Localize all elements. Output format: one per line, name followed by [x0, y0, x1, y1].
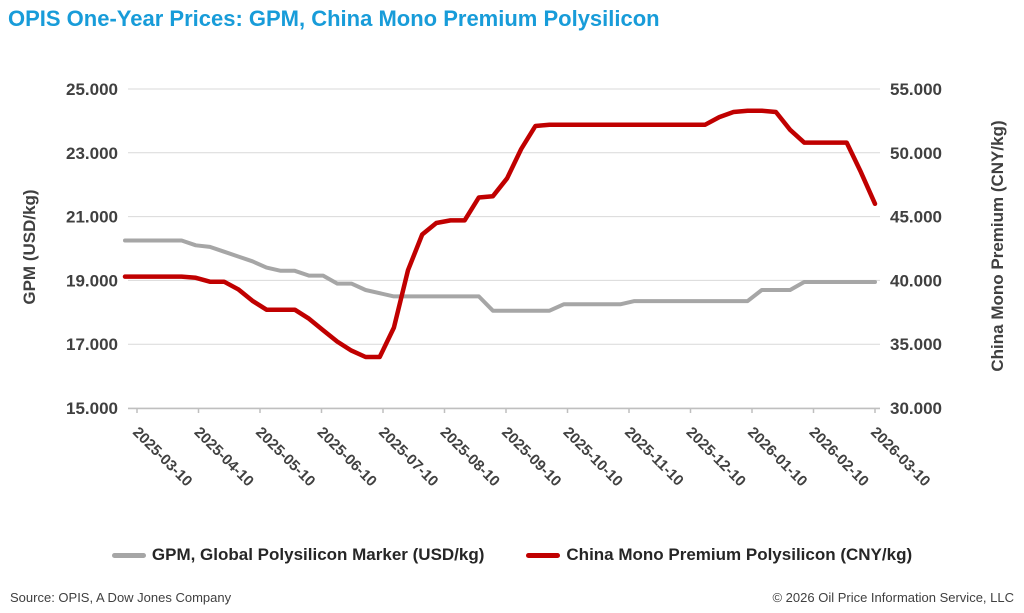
x-tick-label: 2025-05-10 [252, 424, 318, 490]
x-tick-label: 2025-06-10 [314, 424, 380, 490]
chart-title: OPIS One-Year Prices: GPM, China Mono Pr… [8, 6, 660, 31]
legend-label-gpm: GPM, Global Polysilicon Marker (USD/kg) [151, 545, 485, 564]
x-tick-label: 2025-12-10 [683, 424, 749, 490]
y-left-tick-label: 17.000 [66, 335, 118, 354]
y-right-tick-label: 35.000 [890, 335, 942, 354]
legend-label-china-mono: China Mono Premium Polysilicon (CNY/kg) [566, 545, 913, 564]
x-tick-label: 2025-08-10 [437, 424, 503, 490]
source-attribution: Source: OPIS, A Dow Jones Company [10, 590, 232, 605]
y-left-tick-label: 25.000 [66, 80, 118, 99]
gpm-line-swatch-icon [111, 552, 146, 558]
legend-item-gpm: GPM, Global Polysilicon Marker (USD/kg) [111, 545, 485, 565]
y-right-tick-label: 40.000 [890, 271, 942, 290]
x-tick-label: 2025-03-10 [129, 424, 195, 490]
y-right-tick-label: 45.000 [890, 208, 942, 227]
series-line [122, 108, 878, 360]
x-tick-label: 2026-01-10 [744, 424, 810, 490]
x-tick-label: 2025-11-10 [621, 424, 687, 490]
copyright-notice: © 2026 Oil Price Information Service, LL… [772, 590, 1014, 605]
x-tick-label: 2025-07-10 [375, 424, 441, 490]
y-left-tick-label: 19.000 [66, 271, 118, 290]
legend-item-china-mono: China Mono Premium Polysilicon (CNY/kg) [526, 545, 912, 565]
chart-footer: Source: OPIS, A Dow Jones Company © 2026… [0, 590, 1024, 605]
china-mono-line-swatch-icon [526, 552, 561, 558]
x-tick-label: 2025-09-10 [498, 424, 564, 490]
series-line [123, 238, 877, 313]
y-axis-left-title: GPM (USD/kg) [20, 189, 39, 305]
x-tick-label: 2025-10-10 [560, 424, 626, 490]
x-tick-label: 2025-04-10 [191, 424, 257, 490]
chart-legend: GPM, Global Polysilicon Marker (USD/kg) … [0, 545, 1024, 565]
x-tick-label: 2026-03-10 [867, 424, 933, 490]
y-left-tick-label: 15.000 [66, 399, 118, 418]
y-right-tick-label: 30.000 [890, 399, 942, 418]
y-right-tick-label: 55.000 [890, 80, 942, 99]
x-tick-label: 2026-02-10 [806, 424, 872, 490]
y-left-tick-label: 23.000 [66, 144, 118, 163]
y-right-tick-label: 50.000 [890, 144, 942, 163]
y-left-tick-label: 21.000 [66, 208, 118, 227]
y-axis-right-title: China Mono Premium (CNY/kg) [988, 120, 1007, 372]
